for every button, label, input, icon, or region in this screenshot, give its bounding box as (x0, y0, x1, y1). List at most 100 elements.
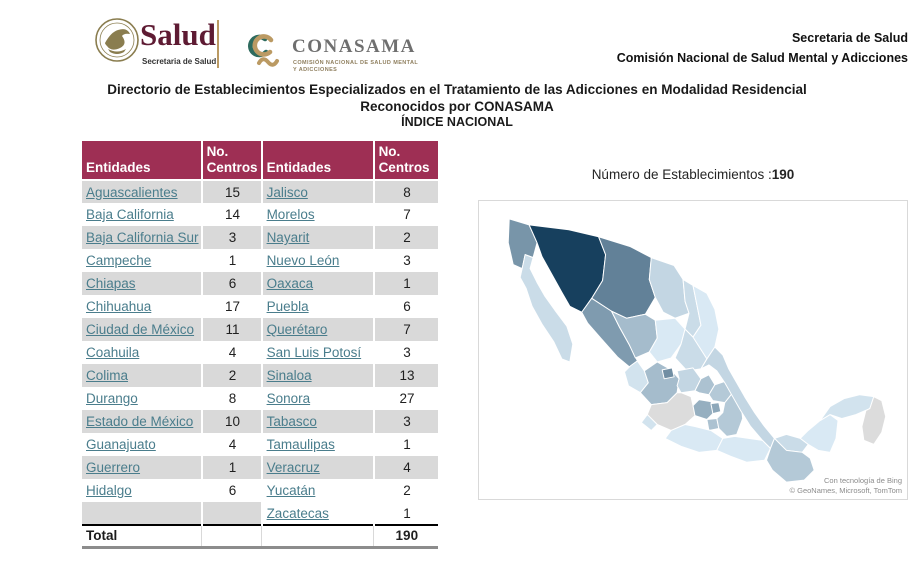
state-link-cell[interactable]: Nuevo León (261, 249, 375, 272)
centros-count: 4 (201, 341, 263, 364)
state-link-cell[interactable]: Aguascalientes (82, 180, 203, 203)
logo-divider (217, 20, 219, 68)
state-guerrero[interactable] (664, 424, 724, 453)
centros-count: 7 (373, 203, 438, 226)
header-right-line2: Comisión Nacional de Salud Mental y Adic… (616, 51, 908, 65)
empty-cell (82, 502, 203, 525)
state-link[interactable]: Colima (86, 368, 129, 383)
mexico-map-svg[interactable] (479, 201, 907, 499)
state-link[interactable]: Zacatecas (266, 505, 329, 521)
state-link[interactable]: Veracruz (266, 460, 320, 475)
state-link-cell[interactable]: Chihuahua (82, 295, 203, 318)
state-link[interactable]: Coahuila (86, 345, 140, 360)
state-link[interactable]: Guerrero (86, 460, 141, 475)
state-quintana-roo[interactable] (861, 396, 887, 445)
conasama-logo-icon (248, 34, 279, 67)
state-link[interactable]: Chiapas (86, 276, 136, 291)
state-link[interactable]: Tabasco (266, 414, 317, 429)
state-link[interactable]: Querétaro (266, 322, 328, 337)
state-link[interactable]: Campeche (86, 253, 152, 268)
state-link[interactable]: Morelos (266, 207, 315, 222)
map-attribution-line1: Con tecnología de Bing (824, 476, 902, 485)
state-link-cell[interactable]: Sinaloa (261, 364, 375, 387)
state-link-cell[interactable]: Puebla (261, 295, 375, 318)
state-link[interactable]: Durango (86, 391, 138, 406)
state-baja-california-sur[interactable] (519, 254, 574, 363)
state-link[interactable]: Puebla (266, 299, 309, 314)
state-link-cell[interactable]: Durango (82, 387, 203, 410)
state-link[interactable]: Sonora (266, 391, 311, 406)
state-link[interactable]: Nuevo León (266, 253, 340, 268)
state-link[interactable]: Sinaloa (266, 368, 312, 383)
state-link[interactable]: Baja California Sur (86, 230, 199, 245)
state-link-cell[interactable]: Yucatán (261, 479, 375, 502)
state-link-cell[interactable]: Chiapas (82, 272, 203, 295)
total-row: Total 190 (82, 524, 438, 549)
state-link[interactable]: Oaxaca (266, 276, 314, 291)
column-header-entidades-left: Entidades (82, 141, 203, 181)
state-link-cell[interactable]: Oaxaca (261, 272, 375, 295)
column-header-centros-left: No. Centros (201, 141, 263, 181)
state-link-cell[interactable]: San Luis Potosí (261, 341, 375, 364)
centros-count: 13 (373, 364, 438, 387)
state-link[interactable]: Ciudad de México (86, 322, 195, 337)
centros-count: 3 (373, 341, 438, 364)
state-campeche[interactable] (799, 414, 839, 453)
mexico-choropleth-map[interactable]: Con tecnología de Bing © GeoNames, Micro… (478, 200, 908, 500)
centros-count: 1 (201, 249, 263, 272)
centros-count: 27 (373, 387, 438, 410)
conasama-tagline-line2: Y ADICCIONES (293, 67, 338, 73)
state-link-cell[interactable]: Estado de México (82, 410, 203, 433)
report-title-line1: Directorio de Establecimientos Especiali… (107, 82, 807, 97)
state-link-cell[interactable]: Hidalgo (82, 479, 203, 502)
state-link-cell[interactable]: Querétaro (261, 318, 375, 341)
state-link-cell[interactable]: Tamaulipas (261, 433, 375, 456)
state-chiapas[interactable] (766, 437, 815, 483)
state-ciudad-de-mexico[interactable] (710, 402, 722, 415)
state-link[interactable]: Tamaulipas (266, 437, 335, 452)
state-colima[interactable] (640, 414, 658, 431)
state-link-cell[interactable]: Ciudad de México (82, 318, 203, 341)
state-aguascalientes[interactable] (661, 367, 675, 380)
state-link-cell[interactable]: Coahuila (82, 341, 203, 364)
state-oaxaca[interactable] (716, 435, 771, 463)
state-link-cell[interactable]: Tabasco (261, 410, 375, 433)
table-row: Chihuahua 17 Puebla 6 (82, 295, 438, 318)
centros-count: 7 (373, 318, 438, 341)
state-link[interactable]: Estado de México (86, 414, 194, 429)
centros-count: 17 (201, 295, 263, 318)
state-link-cell[interactable]: Baja California Sur (82, 226, 203, 249)
state-link[interactable]: San Luis Potosí (266, 345, 362, 360)
state-link-cell[interactable]: Nayarit (261, 226, 375, 249)
state-zacatecas[interactable] (648, 317, 686, 363)
state-link[interactable]: Guanajuato (86, 437, 156, 452)
state-link[interactable]: Chihuahua (86, 299, 152, 314)
state-link[interactable]: Yucatán (266, 483, 316, 498)
state-coahuila[interactable] (648, 257, 690, 319)
state-link-cell[interactable]: Jalisco (261, 180, 375, 203)
state-link-cell[interactable]: Zacatecas (261, 502, 375, 525)
state-link-cell[interactable]: Campeche (82, 249, 203, 272)
state-link-cell[interactable]: Guerrero (82, 456, 203, 479)
state-link-cell[interactable]: Sonora (261, 387, 375, 410)
total-value: 190 (373, 524, 438, 549)
state-link[interactable]: Jalisco (266, 184, 308, 200)
centros-count: 1 (201, 456, 263, 479)
state-guanajuato[interactable] (676, 367, 702, 394)
state-link-cell[interactable]: Colima (82, 364, 203, 387)
state-link-cell[interactable]: Veracruz (261, 456, 375, 479)
state-link[interactable]: Nayarit (266, 230, 310, 245)
state-link[interactable]: Hidalgo (86, 483, 132, 498)
state-link-cell[interactable]: Morelos (261, 203, 375, 226)
state-link[interactable]: Baja California (86, 207, 174, 222)
centros-count: 2 (201, 364, 263, 387)
table-row: Durango 8 Sonora 27 (82, 387, 438, 410)
map-attribution-line2: © GeoNames, Microsoft, TomTom (789, 486, 903, 495)
state-link-cell[interactable]: Guanajuato (82, 433, 203, 456)
table-row: Guerrero 1 Veracruz 4 (82, 456, 438, 479)
table-row: Estado de México 10 Tabasco 3 (82, 410, 438, 433)
state-link-cell[interactable]: Baja California (82, 203, 203, 226)
state-link[interactable]: Aguascalientes (86, 184, 178, 200)
table-row: Baja California Sur 3 Nayarit 2 (82, 226, 438, 249)
centros-count: 3 (201, 226, 263, 249)
